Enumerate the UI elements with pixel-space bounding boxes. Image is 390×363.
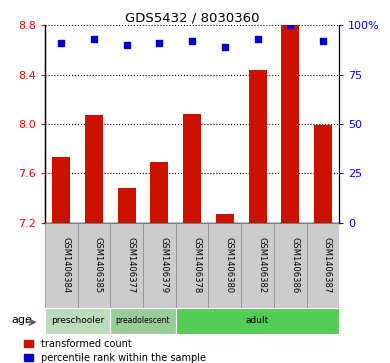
Bar (248, 70, 266, 223)
Text: GSM1406377: GSM1406377 (127, 237, 136, 293)
Point (156, 40, 163, 46)
Point (189, 38, 195, 44)
Text: preadolescent: preadolescent (116, 317, 170, 325)
Bar (85, 115, 103, 223)
Title: GDS5432 / 8030360: GDS5432 / 8030360 (125, 11, 259, 24)
Bar (281, 25, 299, 223)
Point (254, 36, 261, 42)
Text: preschooler: preschooler (51, 317, 104, 325)
Point (222, 44, 228, 50)
Text: age: age (11, 315, 32, 325)
Text: GSM1406382: GSM1406382 (257, 237, 266, 293)
Text: adult: adult (246, 317, 269, 325)
Text: GSM1406380: GSM1406380 (225, 237, 234, 293)
Bar (45, 223, 78, 308)
Bar (78, 223, 110, 308)
Bar (118, 188, 136, 223)
Bar (183, 114, 201, 223)
Bar (52, 157, 70, 223)
Bar (241, 223, 274, 308)
Text: GSM1406386: GSM1406386 (290, 237, 299, 293)
Bar (110, 308, 176, 334)
Bar (208, 223, 241, 308)
Text: GSM1406385: GSM1406385 (94, 237, 103, 293)
Point (320, 38, 326, 44)
Text: GSM1406384: GSM1406384 (61, 237, 70, 293)
Point (91, 36, 97, 42)
Bar (176, 308, 339, 334)
Bar (143, 223, 176, 308)
Legend: transformed count, percentile rank within the sample: transformed count, percentile rank withi… (24, 339, 206, 363)
Bar (216, 214, 234, 223)
Point (287, 23, 293, 28)
Point (58, 40, 64, 46)
Bar (274, 223, 307, 308)
Bar (314, 125, 332, 223)
Text: GSM1406378: GSM1406378 (192, 237, 201, 293)
Bar (151, 162, 168, 223)
Text: GSM1406387: GSM1406387 (323, 237, 332, 293)
Text: GSM1406379: GSM1406379 (160, 237, 168, 293)
Bar (45, 308, 110, 334)
Bar (176, 223, 208, 308)
Bar (110, 223, 143, 308)
Bar (307, 223, 339, 308)
Point (124, 42, 130, 48)
